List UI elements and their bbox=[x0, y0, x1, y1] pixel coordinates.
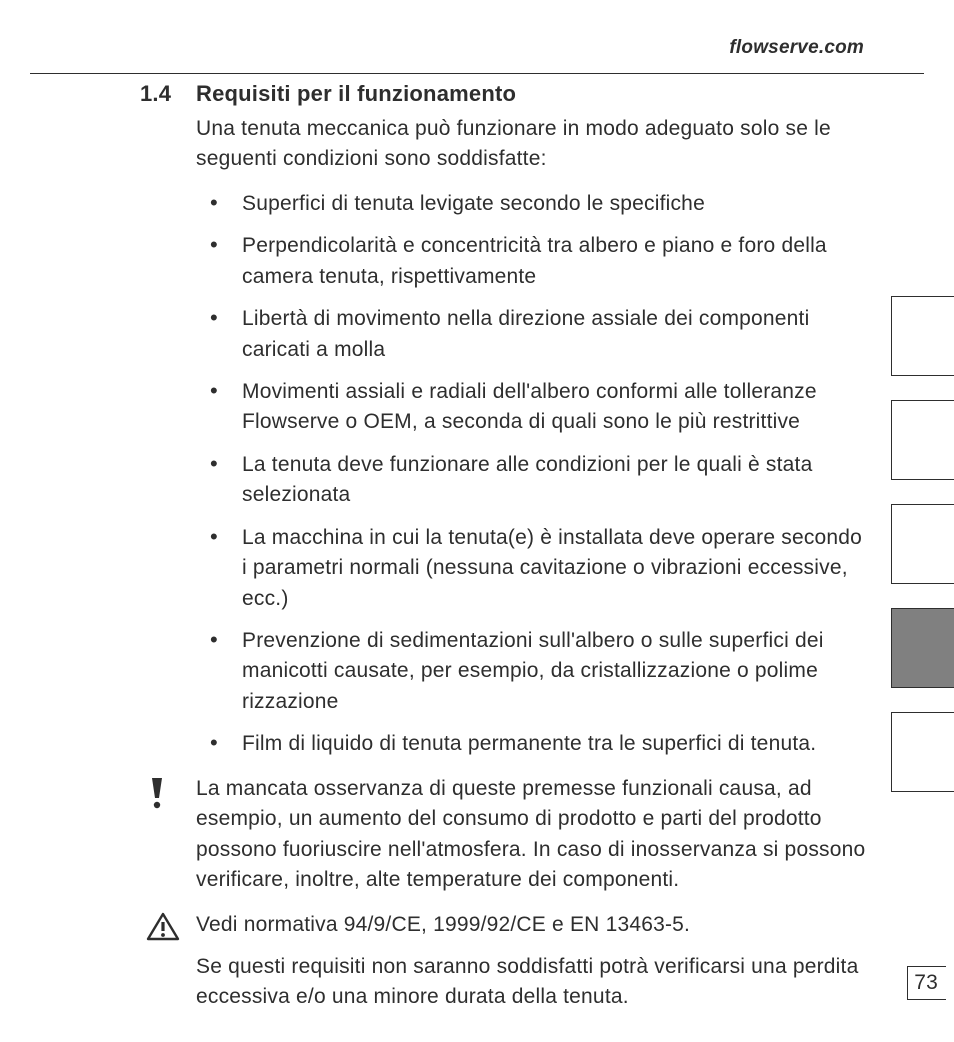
caution-note: Vedi normativa 94/9/CE, 1999/92/CE e EN … bbox=[146, 910, 872, 942]
section-intro: Una tenuta meccanica può funzionare in m… bbox=[196, 114, 872, 175]
side-tab-active bbox=[891, 608, 954, 688]
bullet-item: La macchina in cui la tenuta(e) è instal… bbox=[196, 523, 872, 614]
warning-note: La mancata osservanza di queste premesse… bbox=[146, 774, 872, 896]
content-area: 1.4 Requisiti per il funzionamento Una t… bbox=[146, 78, 872, 1012]
bullet-item: Libertà di movimento nella direzione ass… bbox=[196, 304, 872, 365]
side-tab bbox=[891, 712, 954, 792]
side-tab bbox=[891, 504, 954, 584]
side-tab bbox=[891, 400, 954, 480]
side-tabs bbox=[891, 296, 954, 816]
bullet-item: Superfici di tenuta levigate secondo le … bbox=[196, 189, 872, 219]
header-url: flowserve.com bbox=[729, 34, 864, 62]
exclamation-icon bbox=[146, 774, 196, 896]
section-number: 1.4 bbox=[140, 78, 196, 110]
document-page: flowserve.com 1.4 Requisiti per il funzi… bbox=[0, 0, 954, 1042]
closing-paragraph: Se questi requisiti non saranno soddisfa… bbox=[196, 952, 872, 1013]
bullet-item: Movimenti assiali e radiali dell'albero … bbox=[196, 377, 872, 438]
triangle-warning-icon bbox=[146, 910, 196, 942]
bullet-list: Superfici di tenuta levigate secondo le … bbox=[196, 189, 872, 760]
section-title: Requisiti per il funzionamento bbox=[196, 78, 516, 110]
section-heading: 1.4 Requisiti per il funzionamento bbox=[140, 78, 872, 110]
page-number: 73 bbox=[907, 966, 946, 1000]
page-number-value: 73 bbox=[907, 966, 946, 1000]
side-tab bbox=[891, 296, 954, 376]
header-rule bbox=[30, 73, 924, 74]
bullet-item: Film di liquido di tenuta permanente tra… bbox=[196, 729, 872, 759]
warning-text: La mancata osservanza di queste premesse… bbox=[196, 774, 872, 896]
bullet-item: La tenuta deve funzionare alle condizion… bbox=[196, 450, 872, 511]
bullet-item: Perpendicolarità e concentricità tra alb… bbox=[196, 231, 872, 292]
caution-text: Vedi normativa 94/9/CE, 1999/92/CE e EN … bbox=[196, 910, 872, 942]
bullet-item: Prevenzione di sedimentazioni sull'alber… bbox=[196, 626, 872, 717]
